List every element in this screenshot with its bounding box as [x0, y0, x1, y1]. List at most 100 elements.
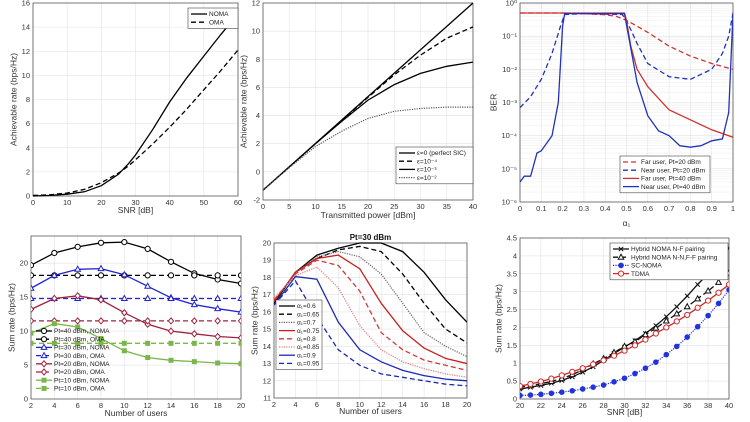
x-tick-label: 18 — [441, 400, 449, 409]
x-tick-label: 32 — [641, 401, 649, 410]
x-tick-label: 30 — [131, 198, 139, 207]
data-point — [237, 280, 241, 287]
series-3 — [520, 287, 729, 399]
data-point — [120, 270, 128, 278]
y-tick-label: 10⁻⁴ — [501, 131, 517, 140]
x-tick-label: 22 — [537, 401, 545, 410]
y-tick-label: 2.5 — [507, 305, 517, 314]
series-4 — [274, 254, 467, 365]
chart-6: 20 22 24 26 28 30 32 34 36 38 40 0 0.5 1 1.5 2 2.5 3 3.5 4 4… — [494, 234, 734, 418]
y-tick-label: 14 — [22, 23, 30, 32]
x-tick-label: 14 — [167, 401, 175, 410]
x-tick-label: 6 — [76, 401, 80, 410]
y-tick-label: -2 — [253, 196, 260, 205]
data-point — [642, 336, 649, 343]
chart-4: 2 4 6 8 10 12 14 16 18 20 0 5 10 15 20 Number of users S… — [7, 235, 245, 418]
data-point — [705, 312, 711, 319]
x-tick-label: 15 — [338, 202, 346, 211]
legend-label: α₁=0.65 — [297, 311, 320, 318]
legend-entry: Far user, Pt=40 dBm — [623, 176, 701, 183]
data-point — [145, 355, 151, 361]
data-point — [98, 340, 104, 346]
y-axis-label: Sum rate (bps/Hz) — [494, 284, 504, 353]
series-line — [520, 12, 733, 183]
data-point — [97, 239, 105, 246]
y-tick-label: 0 — [24, 395, 28, 404]
series-line — [274, 250, 467, 358]
legend-marker — [618, 262, 624, 269]
legend-label: ε=0 (perfect SIC) — [417, 150, 466, 157]
series-line — [31, 267, 241, 313]
data-point — [590, 361, 597, 368]
legend-label: SC-NOMA — [631, 263, 662, 270]
data-point — [74, 265, 82, 272]
y-tick-label: 20 — [20, 259, 28, 268]
data-point — [673, 343, 680, 350]
data-point — [715, 300, 722, 307]
x-tick-label: 14 — [398, 400, 406, 409]
data-point — [684, 293, 690, 299]
series-line — [274, 242, 467, 323]
series-3 — [274, 250, 467, 358]
y-tick-label: 4.5 — [507, 234, 517, 243]
x-tick-label: 20 — [463, 400, 471, 409]
x-tick-label: 24 — [558, 401, 566, 410]
legend: α₁=0.6α₁=0.65α₁=0.7α₁=0.75α₁=0.8α₁=0.85α… — [275, 299, 323, 370]
data-point — [50, 271, 58, 278]
y-tick-label: 15 — [263, 325, 271, 334]
data-point — [600, 382, 607, 388]
x-axis-label: SNR [dB] — [607, 407, 642, 417]
y-tick-label: 10⁻⁵ — [502, 164, 517, 173]
axes-frame — [262, 2, 474, 201]
legend-marker — [40, 327, 48, 335]
x-tick-label: 28 — [599, 401, 607, 410]
data-point — [611, 379, 617, 385]
data-point — [214, 272, 221, 279]
data-point — [190, 294, 198, 301]
legend-entry: ε=10⁻² — [399, 175, 437, 182]
data-point — [705, 297, 712, 304]
y-tick-label: 2 — [26, 167, 30, 176]
y-tick-label: 14 — [263, 342, 271, 351]
x-tick-label: 30 — [416, 202, 424, 211]
y-tick-label: 6 — [26, 119, 30, 128]
x-tick-label: 0.6 — [643, 204, 653, 213]
legend-entry: Pt=20 dBm, NOMA — [36, 360, 110, 368]
x-tick-label: 30 — [620, 401, 628, 410]
legend-label: NOMA — [209, 11, 229, 18]
data-point — [51, 340, 57, 346]
data-point — [237, 317, 241, 325]
series-4 — [520, 281, 729, 390]
series-3 — [31, 264, 241, 315]
data-point — [31, 330, 34, 336]
data-point — [726, 287, 729, 293]
series-line — [31, 322, 241, 365]
x-axis-label: α₁ — [623, 218, 631, 228]
x-tick-label: 16 — [190, 401, 198, 410]
data-point — [215, 340, 221, 346]
data-point — [97, 272, 105, 279]
series-5 — [274, 259, 467, 372]
x-tick-label: 12 — [377, 400, 385, 409]
data-point — [121, 308, 128, 317]
x-tick-label: 10 — [63, 198, 71, 207]
x-tick-label: 5 — [287, 202, 291, 211]
series-8 — [31, 340, 241, 346]
legend-entry: Pt=30 dBm, OMA — [36, 351, 105, 360]
data-point — [31, 305, 35, 314]
legend-entry: SC-NOMA — [613, 262, 662, 270]
x-tick-label: 50 — [200, 198, 208, 207]
data-point — [167, 317, 175, 325]
series-7 — [31, 321, 241, 367]
data-point — [548, 390, 555, 397]
data-point — [168, 357, 174, 363]
legend-marker — [40, 343, 48, 350]
x-tick-label: 6 — [315, 400, 319, 409]
y-tick-label: 3 — [513, 287, 517, 296]
y-tick-label: 18 — [263, 273, 271, 282]
series-line — [274, 259, 467, 372]
data-point — [98, 336, 104, 342]
y-tick-label: 13 — [263, 359, 271, 368]
y-tick-label: 12 — [22, 47, 30, 56]
y-axis-label: BER — [488, 94, 498, 111]
